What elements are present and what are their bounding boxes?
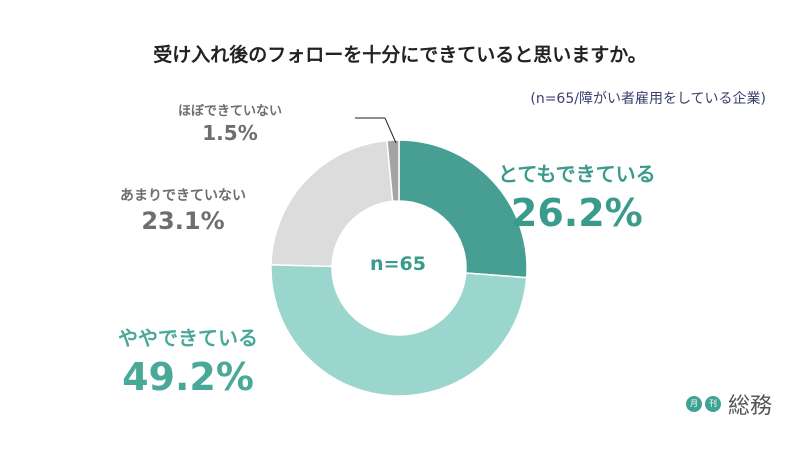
slice-label-3: ほぼできていない 1.5% bbox=[178, 100, 282, 145]
logo-word: 総務 bbox=[728, 394, 773, 419]
slice-value-2: 23.1% bbox=[141, 207, 225, 235]
leader-line-diagonal bbox=[384, 117, 397, 144]
logo: 月 刊 総務 bbox=[686, 388, 772, 420]
slice-name-2: あまりできていない bbox=[120, 188, 246, 204]
slice-name-0: とてもできている bbox=[498, 162, 656, 186]
chart-title: 受け入れ後のフォローを十分にできていると思いますか。 bbox=[153, 44, 647, 66]
donut-slice-1 bbox=[270, 264, 528, 397]
logo-badge-2: 刊 bbox=[705, 396, 721, 412]
chart-subtitle: (n=65/障がい者雇用をしている企業) bbox=[530, 91, 766, 107]
slice-label-2: あまりできていない 23.1% bbox=[120, 185, 246, 235]
slice-value-1: 49.2% bbox=[122, 355, 254, 399]
slice-name-3: ほぼできていない bbox=[178, 104, 283, 119]
slice-label-0: とてもできている 26.2% bbox=[498, 158, 656, 235]
center-label: n=65 bbox=[370, 253, 426, 275]
donut-slice-2 bbox=[270, 139, 394, 268]
donut-slice-0 bbox=[398, 139, 528, 279]
donut-slice-3 bbox=[386, 139, 400, 203]
slice-name-1: ややできている bbox=[118, 326, 258, 350]
logo-badge-1: 月 bbox=[686, 396, 702, 412]
slice-value-0: 26.2% bbox=[510, 191, 643, 235]
slice-label-1: ややできている 49.2% bbox=[118, 322, 258, 399]
slice-value-3: 1.5% bbox=[202, 121, 258, 145]
